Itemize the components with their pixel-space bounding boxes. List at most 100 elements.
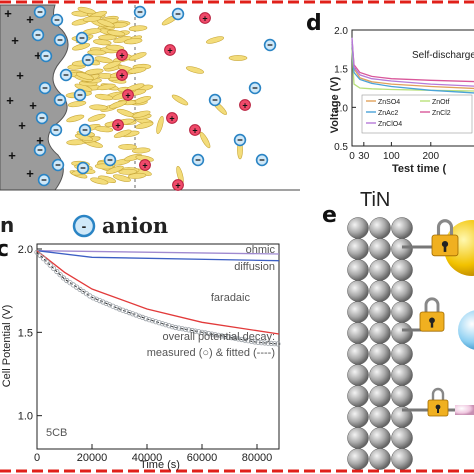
curve-label-faradaic: faradaic: [211, 292, 251, 304]
panel-d-legend-label: ZnAc2: [378, 110, 398, 117]
cation-plus: +: [192, 126, 197, 136]
tin-atom: [347, 448, 369, 470]
panel-e-title: TiN: [360, 189, 390, 211]
panel-c-measured-marker: [262, 340, 268, 346]
cation-plus: +: [119, 71, 124, 81]
electrode-plus-sign: +: [16, 68, 24, 83]
tin-atom: [369, 343, 391, 365]
panel-c-measured-marker: [140, 314, 146, 320]
panel-c-measured-marker: [255, 339, 261, 345]
panel-d-legend-label: ZnClO4: [378, 121, 402, 128]
solvent-molecule: [106, 29, 126, 37]
panel-c-measured-marker: [47, 262, 53, 268]
panel-c-measured-marker: [116, 306, 123, 312]
tin-atom: [391, 343, 413, 365]
panel-c-ytick-label: 1.0: [18, 411, 33, 423]
panel-c-measured-marker: [107, 302, 113, 308]
anion-legend-icon: [72, 214, 96, 238]
panel-c-measured-marker: [166, 323, 172, 329]
tin-atom: [391, 238, 413, 260]
curve-label-diffusion: diffusion: [234, 261, 275, 273]
solvent-molecule: [113, 129, 132, 138]
panel-c-measured-marker: [110, 303, 116, 309]
cation-plus: +: [142, 161, 147, 171]
solvent-molecule: [171, 94, 189, 106]
panel-c-xtick-label: 80000: [242, 452, 273, 464]
solvent-molecule: [156, 115, 164, 135]
panel-c-potential-decay-chart: c Cell Potential (V) 2.0 1.5 1.0 0 20000 400…: [0, 237, 281, 471]
tin-atom: [347, 217, 369, 239]
cation-icon: [122, 89, 134, 101]
panel-c-measured-marker: [50, 265, 57, 271]
panel-c-measured-marker: [44, 259, 50, 265]
electric-double-layer-schematic: + +++++ +++++ +++++++++++: [0, 4, 300, 191]
tin-atom: [347, 364, 369, 386]
cation-icon: [164, 44, 176, 56]
panel-c-measured-marker: [245, 338, 251, 344]
panel-c-measured-marker: [219, 333, 225, 339]
tin-atom: [347, 238, 369, 260]
panel-c-measured-marker: [179, 326, 185, 332]
panel-d-legend-label: ZnSO4: [378, 99, 400, 106]
panel-c-ylabel: Cell Potential (V): [1, 305, 13, 388]
panel-d-legend: ZnSO4 ZnOtf ZnAc2 ZnCl2 ZnClO4: [361, 94, 473, 134]
panel-c-measured-marker: [235, 336, 241, 342]
electrode-plus-sign: +: [6, 93, 14, 108]
cation-plus: +: [125, 91, 130, 101]
tin-atom: [347, 301, 369, 323]
panel-d-ytick-label: 1.0: [334, 103, 348, 114]
panel-c-xtick-label: 60000: [187, 452, 218, 464]
panel-c-measured-marker: [275, 341, 281, 347]
solvent-molecule: [87, 49, 106, 56]
panel-d-ylabel: Voltage (V): [329, 76, 341, 133]
electrode-plus-sign: +: [8, 148, 16, 163]
tin-atom: [369, 301, 391, 323]
panel-c-measured-marker: [212, 332, 218, 338]
solvent-molecule: [228, 55, 248, 61]
panel-c-measured-marker: [149, 318, 156, 324]
panel-d-series-line: [351, 37, 474, 87]
ion-legend: n - anion: [0, 213, 168, 238]
panel-d-xlabel: Test time (: [392, 163, 447, 175]
cation-icon: [172, 179, 184, 191]
solvent-molecule: [199, 131, 211, 149]
panel-c-measured-marker: [159, 321, 165, 327]
panel-c-measured-marker: [189, 327, 195, 334]
solvent-molecule: [127, 172, 147, 179]
solvent-molecule: [128, 66, 147, 74]
panel-c-measured-marker: [169, 324, 175, 330]
cation-icon: [116, 69, 128, 81]
panel-c-measured-marker: [173, 324, 179, 331]
solvent-molecule: [205, 36, 225, 44]
cation-icon: [112, 119, 124, 131]
tin-atom: [391, 322, 413, 344]
solvent-molecule: [98, 34, 117, 41]
solvent-molecule: [106, 165, 124, 175]
solvent-molecule: [123, 38, 143, 45]
panel-c-measured-marker: [206, 330, 212, 337]
panel-c-ytick-label: 2.0: [18, 244, 33, 256]
panel-c-series-line: [36, 250, 280, 255]
panel-c-measured-marker: [126, 309, 132, 316]
panel-c-measured-marker: [90, 295, 96, 301]
tin-atom: [369, 280, 391, 302]
panel-d-series-line: [351, 41, 474, 94]
tin-atom: [369, 238, 391, 260]
panel-c-measured-marker: [229, 335, 235, 341]
panel-c-measured-marker: [97, 297, 103, 304]
panel-c-measured-marker: [93, 296, 100, 302]
electrode-plus-sign: +: [36, 133, 44, 148]
panel-e-tin-schematic: e TiN: [322, 189, 474, 470]
panel-c-measured-marker: [37, 252, 43, 259]
tin-atom: [347, 280, 369, 302]
cation-icon: [189, 124, 201, 136]
solvent-molecule: [87, 113, 106, 122]
tin-atom: [347, 406, 369, 428]
solvent-molecule: [94, 126, 114, 133]
panel-c-measured-marker: [265, 340, 271, 346]
panel-c-measured-marker: [248, 338, 255, 344]
solvent-molecule: [128, 25, 148, 32]
tin-atom: [369, 406, 391, 428]
solvent-molecule: [75, 72, 94, 81]
